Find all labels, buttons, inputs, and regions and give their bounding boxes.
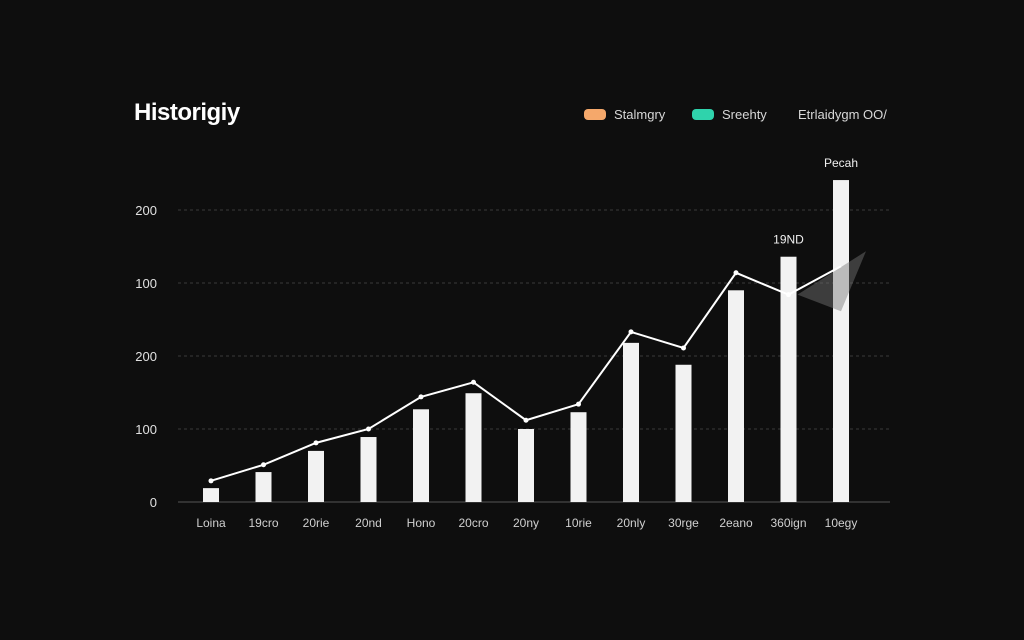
x-tick-label: 2eano: [719, 516, 753, 530]
x-tick-label: 20ny: [513, 516, 539, 530]
line-point: [313, 440, 319, 446]
bar: [675, 364, 692, 502]
legend-item-0: Stalmgry: [584, 107, 665, 122]
legend-item-2: Etrlaidygm OO/: [798, 107, 887, 122]
x-tick-label: 360ign: [770, 516, 806, 530]
bar: [570, 412, 587, 502]
bar: [833, 180, 849, 502]
data-label: 19ND: [773, 233, 804, 247]
line-point: [523, 417, 529, 423]
legend-label: Sreehty: [722, 107, 767, 122]
line-point: [261, 462, 266, 468]
legend-label: Etrlaidygm OO/: [798, 107, 887, 122]
line-point: [471, 379, 476, 385]
legend-swatch-orange: [584, 109, 606, 120]
line-point: [628, 329, 634, 335]
x-tick-label: Hono: [407, 516, 436, 530]
legend-swatch-teal: [692, 109, 714, 120]
x-tick-label: 20rie: [303, 516, 330, 530]
bar: [728, 290, 744, 502]
x-tick-label: 19cro: [248, 516, 278, 530]
x-tick-label: 10rie: [565, 516, 592, 530]
x-tick-label: 20cro: [458, 516, 488, 530]
bar: [623, 342, 639, 502]
y-tick-label: 100: [135, 276, 157, 291]
bar: [780, 256, 797, 502]
line-point: [576, 401, 581, 407]
line-point: [681, 345, 686, 351]
bar: [360, 437, 377, 502]
x-tick-label: 20nly: [617, 516, 646, 530]
y-tick-label: 100: [135, 422, 157, 437]
y-tick-label: 200: [135, 203, 157, 218]
bar: [413, 409, 429, 502]
line-point: [208, 478, 214, 484]
legend-item-1: Sreehty: [692, 107, 767, 122]
chart-title: Historigiy: [134, 99, 240, 126]
legend-label: Stalmgry: [614, 107, 666, 122]
x-tick-label: 10egy: [825, 516, 858, 530]
bar: [518, 429, 534, 502]
x-tick-label: 20nd: [355, 516, 382, 530]
y-tick-label: 0: [150, 495, 157, 510]
x-tick-label: 30rge: [668, 516, 699, 530]
bar: [465, 393, 482, 502]
line-point: [733, 270, 739, 276]
bar: [203, 488, 219, 502]
line-point: [418, 394, 424, 400]
shaded-area: [797, 251, 866, 312]
y-tick-label: 200: [135, 349, 157, 364]
data-label: Pecah: [824, 156, 858, 170]
line-point: [366, 426, 371, 432]
bar: [308, 450, 324, 502]
bar: [255, 472, 272, 502]
x-tick-label: Loina: [196, 516, 226, 530]
line-point: [786, 292, 791, 298]
